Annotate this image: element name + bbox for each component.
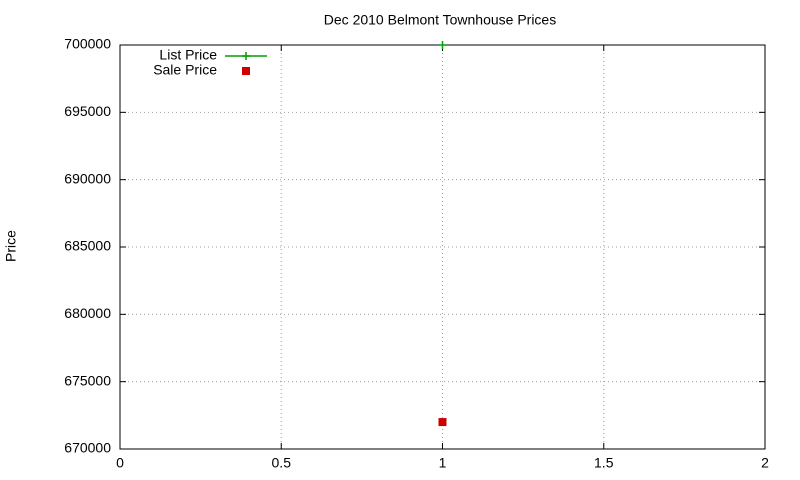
legend-marker: [242, 67, 250, 75]
legend-marker: [242, 52, 250, 60]
chart-title: Dec 2010 Belmont Townhouse Prices: [324, 12, 556, 28]
y-tick-label: 670000: [64, 440, 111, 456]
y-tick-label: 675000: [64, 372, 111, 388]
y-tick-label: 685000: [64, 238, 111, 254]
data-point: [438, 418, 447, 427]
y-tick-label: 695000: [64, 103, 111, 119]
y-tick-label: 690000: [64, 170, 111, 186]
x-tick-label: 1: [439, 455, 447, 471]
y-tick-label: 680000: [64, 305, 111, 321]
x-tick-label: 1.5: [594, 455, 614, 471]
x-tick-label: 0: [116, 455, 124, 471]
x-tick-label: 2: [761, 455, 769, 471]
y-axis-label: Price: [3, 230, 19, 262]
y-tick-label: 700000: [64, 36, 111, 52]
x-tick-label: 0.5: [272, 455, 292, 471]
data-point: [438, 41, 447, 49]
legend-label: List Price: [159, 47, 217, 63]
legend-label: Sale Price: [153, 62, 217, 78]
